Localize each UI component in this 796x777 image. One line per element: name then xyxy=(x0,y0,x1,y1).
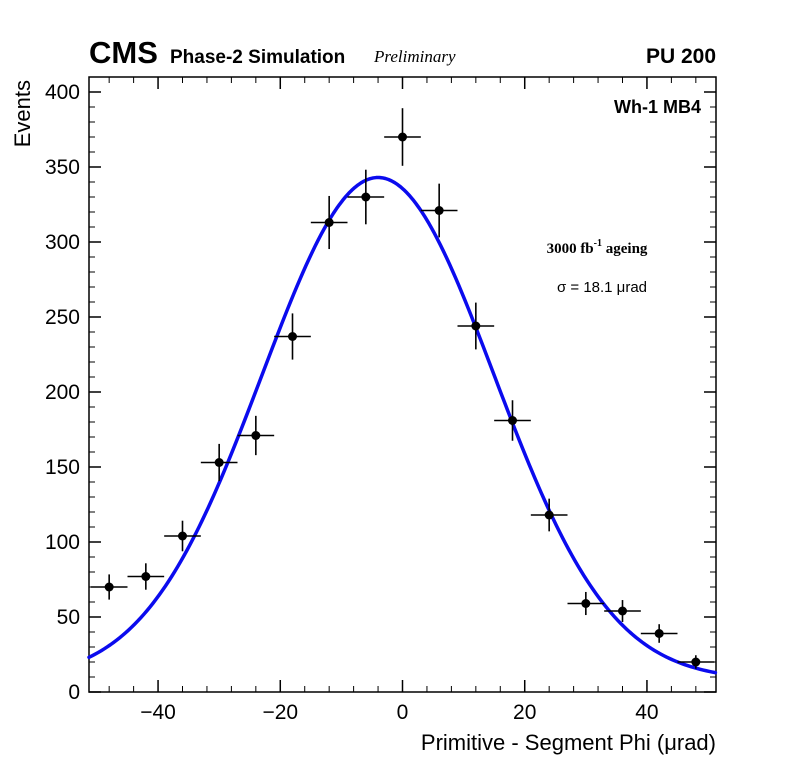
x-tick-label: 0 xyxy=(397,701,409,724)
y-tick-label: 400 xyxy=(45,81,80,104)
data-point xyxy=(178,531,187,541)
pileup-label: PU 200 xyxy=(646,45,716,68)
data-point xyxy=(471,321,481,331)
cms-label: CMS xyxy=(89,35,158,70)
x-tick-label: −20 xyxy=(262,701,298,724)
data-point xyxy=(104,582,114,592)
plot-frame xyxy=(88,76,717,693)
data-point xyxy=(141,572,151,581)
y-tick-label: 0 xyxy=(68,681,80,704)
header: CMS Phase-2 Simulation Preliminary PU 20… xyxy=(89,35,716,70)
data-point xyxy=(434,206,444,215)
x-tick-label: −40 xyxy=(140,701,176,724)
data-point xyxy=(324,218,334,227)
ageing-superscript: -1 xyxy=(594,238,602,249)
data-point xyxy=(581,599,591,608)
data-point xyxy=(361,192,371,202)
y-tick-label: 50 xyxy=(57,606,80,629)
y-tick-label: 300 xyxy=(45,231,80,254)
chamber-label: Wh-1 MB4 xyxy=(614,97,701,117)
data-point xyxy=(398,132,407,142)
ageing-suffix: ageing xyxy=(602,241,648,257)
data-point xyxy=(508,416,517,425)
y-tick-label: 100 xyxy=(45,531,80,554)
fit-curve-path xyxy=(87,175,718,675)
y-axis-title: Events xyxy=(10,80,35,147)
y-tick-label: 350 xyxy=(45,156,80,179)
x-tick-label: 40 xyxy=(635,701,658,724)
y-tick-label: 200 xyxy=(45,381,80,404)
ageing-prefix: 3000 fb xyxy=(547,241,594,257)
simulation-label: Phase-2 Simulation xyxy=(170,47,345,68)
data-point xyxy=(214,458,224,467)
data-points xyxy=(90,108,715,669)
data-point xyxy=(654,629,664,638)
data-point xyxy=(691,657,701,667)
annotations: Wh-1 MB4 3000 fb-1 ageing σ = 18.1 μrad xyxy=(547,97,701,296)
fit-curve xyxy=(87,175,718,675)
data-point xyxy=(251,431,261,440)
data-point xyxy=(288,332,297,341)
data-point xyxy=(618,606,627,616)
x-axis-title: Primitive - Segment Phi (μrad) xyxy=(421,730,716,755)
ageing-label: 3000 fb-1 ageing xyxy=(547,238,648,257)
y-tick-label: 250 xyxy=(45,306,80,329)
x-tick-label: 20 xyxy=(513,701,536,724)
preliminary-label: Preliminary xyxy=(373,47,456,66)
data-point xyxy=(544,510,554,520)
sigma-label: σ = 18.1 μrad xyxy=(557,279,647,296)
y-tick-label: 150 xyxy=(45,456,80,479)
